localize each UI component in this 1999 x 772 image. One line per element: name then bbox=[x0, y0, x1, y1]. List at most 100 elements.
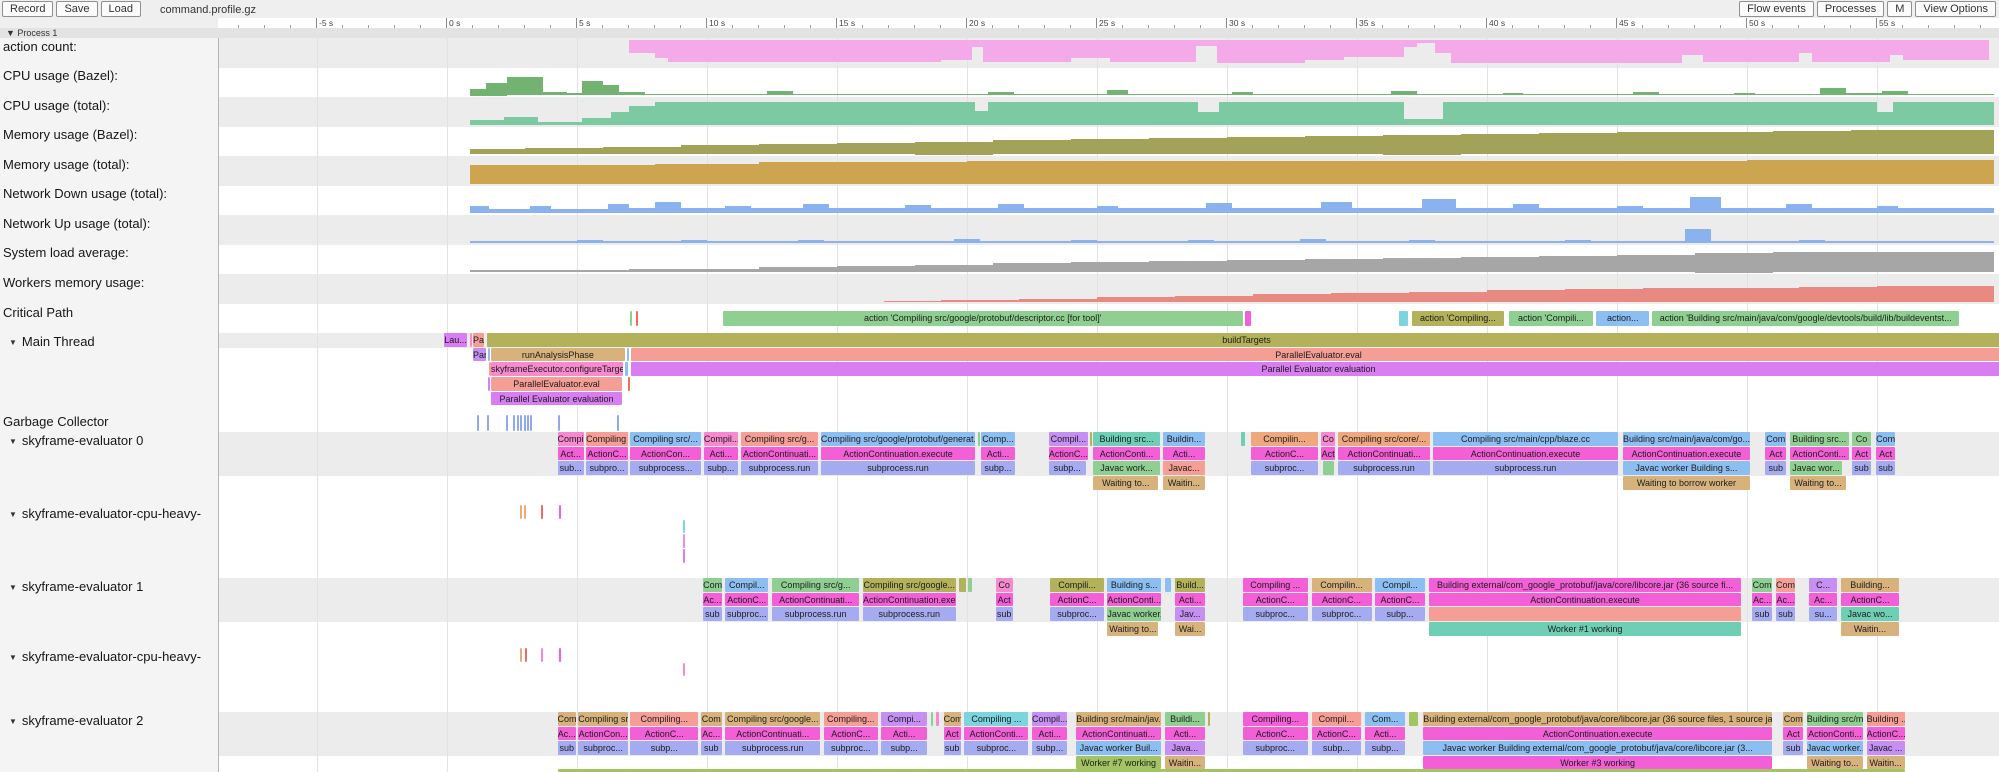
trace-event-box[interactable] bbox=[683, 534, 686, 548]
trace-event-box[interactable]: sub... bbox=[557, 461, 584, 475]
collapse-arrow-icon[interactable]: ▼ bbox=[9, 338, 17, 347]
trace-event-box[interactable]: subproc... bbox=[964, 741, 1029, 755]
trace-event-box[interactable]: subproc... bbox=[1050, 607, 1104, 621]
trace-event-box[interactable] bbox=[683, 549, 686, 563]
trace-event-box[interactable]: Javac wo... bbox=[1840, 607, 1900, 621]
trace-event-box[interactable]: Compili... bbox=[1050, 578, 1104, 592]
trace-event-box[interactable]: Lau... bbox=[443, 333, 468, 347]
trace-event-box[interactable]: Buildin... bbox=[1163, 432, 1205, 446]
trace-event-box[interactable] bbox=[636, 310, 639, 326]
trace-event-box[interactable] bbox=[625, 362, 628, 376]
trace-event-box[interactable]: Act bbox=[1783, 726, 1804, 740]
trace-event-box[interactable]: subproc... bbox=[1242, 741, 1308, 755]
trace-event-box[interactable]: Co bbox=[1321, 432, 1336, 446]
trace-event-box[interactable]: Building src/main/jav... bbox=[1076, 712, 1161, 726]
trace-event-box[interactable]: Ac... bbox=[557, 726, 576, 740]
trace-event-box[interactable]: Building ... bbox=[1866, 712, 1905, 726]
trace-event-box[interactable] bbox=[524, 505, 527, 519]
trace-event-box[interactable]: Jav... bbox=[1175, 607, 1206, 621]
trace-event-box[interactable]: subp... bbox=[1364, 741, 1406, 755]
trace-event-box[interactable]: sub bbox=[1875, 461, 1896, 475]
trace-event-box[interactable]: Waiting to... bbox=[1789, 476, 1847, 490]
trace-event-box[interactable] bbox=[930, 712, 934, 726]
trace-event-box[interactable]: Compiling src/g... bbox=[741, 432, 819, 446]
trace-event-box[interactable]: ActionC... bbox=[1242, 726, 1308, 740]
trace-event-box[interactable]: subp... bbox=[1311, 741, 1362, 755]
collapse-arrow-icon[interactable]: ▼ bbox=[9, 583, 17, 592]
trace-event-box[interactable]: ActionContinuati... bbox=[1076, 726, 1161, 740]
trace-event-box[interactable]: Javac wor... bbox=[1789, 461, 1843, 475]
trace-event-box[interactable] bbox=[558, 648, 561, 662]
trace-event-box[interactable]: Compiling... bbox=[1242, 712, 1308, 726]
trace-event-box[interactable]: Javac worker... bbox=[1107, 607, 1161, 621]
trace-event-box[interactable]: Acti... bbox=[1164, 726, 1206, 740]
trace-event-box[interactable]: Building src... bbox=[1093, 432, 1160, 446]
collapse-arrow-icon[interactable]: ▼ bbox=[9, 510, 17, 519]
trace-event-box[interactable]: Co bbox=[995, 578, 1013, 592]
trace-event-box[interactable]: Ac... bbox=[703, 592, 722, 607]
trace-event-box[interactable] bbox=[517, 415, 520, 431]
trace-event-box[interactable]: ActionCon... bbox=[630, 446, 701, 461]
trace-event-box[interactable]: Compil... bbox=[1311, 712, 1362, 726]
trace-event-box[interactable]: Worker #1 working bbox=[1429, 622, 1741, 636]
trace-event-box[interactable]: Javac ... bbox=[1866, 741, 1905, 755]
trace-event-box[interactable]: Ac... bbox=[1809, 592, 1837, 607]
trace-event-box[interactable]: ActionContinuati... bbox=[772, 592, 860, 607]
trace-event-box[interactable] bbox=[513, 415, 516, 431]
trace-event-box[interactable]: ActionContinuation.execute bbox=[1423, 726, 1772, 740]
trace-event-box[interactable] bbox=[1241, 432, 1246, 446]
trace-event-box[interactable]: subprocess.run bbox=[820, 461, 976, 475]
collapse-arrow-icon[interactable]: ▼ bbox=[9, 717, 17, 726]
trace-event-box[interactable]: ActionContinuation.execute bbox=[820, 446, 976, 461]
trace-event-box[interactable]: subpro... bbox=[586, 461, 628, 475]
trace-event-box[interactable]: ActionC... bbox=[1840, 592, 1900, 607]
trace-event-box[interactable]: Com bbox=[557, 712, 576, 726]
trace-event-box[interactable]: Compi... bbox=[881, 712, 927, 726]
trace-event-box[interactable]: Worker #3 working bbox=[1423, 755, 1772, 769]
trace-event-box[interactable]: Par bbox=[473, 333, 484, 347]
trace-event-box[interactable]: ActionC... bbox=[824, 726, 878, 740]
trace-event-box[interactable]: Building external/com_google_protobuf/ja… bbox=[1423, 712, 1772, 726]
trace-event-box[interactable]: Building src/main/java/com/go... bbox=[1622, 432, 1750, 446]
trace-event-box[interactable]: Compiling ... bbox=[964, 712, 1029, 726]
trace-event-box[interactable] bbox=[520, 648, 523, 662]
trace-event-box[interactable]: runAnalysisPhase bbox=[490, 347, 625, 362]
trace-event-box[interactable] bbox=[489, 362, 492, 376]
trace-event-box[interactable]: Building external/com_google_protobuf/ja… bbox=[1429, 578, 1741, 592]
trace-event-box[interactable]: Act bbox=[1875, 446, 1896, 461]
trace-event-box[interactable]: ActionC... bbox=[1048, 446, 1088, 461]
trace-event-box[interactable]: subprocess.run bbox=[772, 607, 860, 621]
trace-event-box[interactable]: Com... bbox=[1364, 712, 1406, 726]
trace-event-box[interactable]: ActionConti... bbox=[964, 726, 1029, 740]
collapse-arrow-icon[interactable]: ▼ bbox=[9, 437, 17, 446]
trace-event-box[interactable]: Com bbox=[943, 712, 961, 726]
trace-event-box[interactable]: sub bbox=[1765, 461, 1787, 475]
trace-event-box[interactable]: subprocess... bbox=[630, 461, 701, 475]
trace-event-box[interactable]: ActionContinuation.execute bbox=[863, 592, 956, 607]
trace-event-box[interactable]: ActionC... bbox=[1311, 592, 1372, 607]
trace-event-box[interactable] bbox=[540, 648, 543, 662]
trace-event-box[interactable]: action 'Compili... bbox=[1509, 310, 1593, 326]
trace-event-box[interactable]: Building src... bbox=[1789, 432, 1849, 446]
trace-event-box[interactable] bbox=[1429, 607, 1741, 621]
trace-event-box[interactable]: ActionContinuation.execute bbox=[1432, 446, 1619, 461]
trace-event-box[interactable]: skyframeExecutor.configureTargets bbox=[490, 362, 624, 376]
trace-event-box[interactable] bbox=[959, 578, 966, 592]
trace-event-box[interactable]: Javac work... bbox=[1093, 461, 1160, 475]
trace-event-box[interactable] bbox=[520, 415, 523, 431]
trace-event-box[interactable]: Compiling s... bbox=[586, 432, 628, 446]
trace-event-box[interactable]: ActionCon... bbox=[578, 726, 628, 740]
trace-event-box[interactable] bbox=[1207, 712, 1211, 726]
trace-event-box[interactable] bbox=[1089, 432, 1092, 446]
trace-event-box[interactable]: ActionContinuati... bbox=[741, 446, 819, 461]
trace-event-box[interactable] bbox=[1323, 461, 1334, 475]
trace-event-box[interactable]: Compil... bbox=[1032, 712, 1068, 726]
trace-event-box[interactable]: Buildi... bbox=[1164, 712, 1206, 726]
trace-event-box[interactable]: Waitin... bbox=[1866, 755, 1905, 769]
trace-event-box[interactable]: Acti... bbox=[881, 726, 927, 740]
trace-event-box[interactable]: Com bbox=[701, 712, 722, 726]
trace-event-box[interactable]: sub bbox=[1752, 607, 1772, 621]
trace-event-box[interactable]: subp... bbox=[703, 461, 738, 475]
trace-event-box[interactable] bbox=[617, 415, 620, 431]
trace-event-box[interactable]: Building... bbox=[1840, 578, 1900, 592]
